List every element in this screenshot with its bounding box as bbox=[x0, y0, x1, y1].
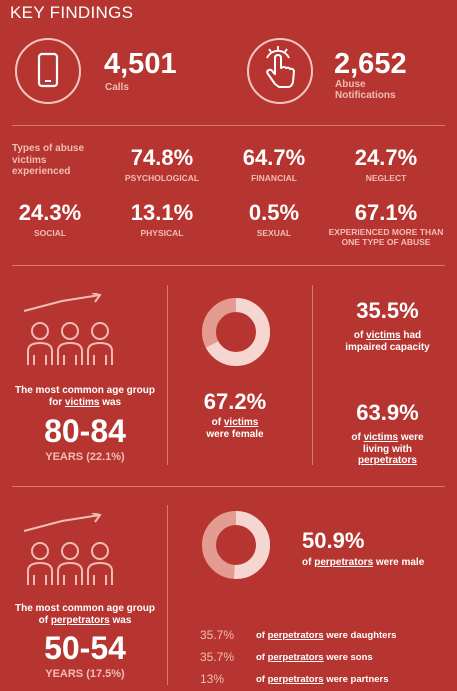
relations-list: 35.7% of perpetrators were daughters 35.… bbox=[200, 624, 450, 690]
perpetrators-link[interactable]: perpetrators bbox=[358, 455, 417, 466]
people-growth-icon bbox=[23, 293, 113, 365]
victims-female-text: of victims were female bbox=[206, 417, 264, 440]
perpetrators-link[interactable]: perpetrators bbox=[267, 673, 324, 685]
abuse-type-financial: 64.7% FINANCIAL bbox=[242, 145, 306, 183]
perpetrators-link[interactable]: perpetrators bbox=[314, 557, 374, 568]
notifications-value: 2,652 bbox=[334, 48, 407, 80]
victims-impaired-text: of victims had impaired capacity bbox=[345, 330, 430, 353]
phone-icon bbox=[37, 52, 59, 88]
divider-3 bbox=[12, 486, 445, 487]
victims-female-pct: 67.2% bbox=[203, 389, 267, 414]
victims-female-arc bbox=[202, 298, 270, 366]
perpetrators-male-pct: 50.9% bbox=[302, 528, 365, 553]
abuse-type-psychological: 74.8% PSYCHOLOGICAL bbox=[124, 145, 200, 183]
calls-value: 4,501 bbox=[104, 48, 177, 80]
divider-1 bbox=[12, 125, 445, 126]
calls-label: Calls bbox=[105, 82, 129, 93]
phone-icon-circle bbox=[15, 38, 81, 104]
perpetrators-male-arc bbox=[202, 511, 270, 579]
types-label: Types of abuse victims experienced bbox=[12, 143, 85, 177]
perpetrators-age-value: 50-54 bbox=[44, 630, 126, 666]
donut-chart-icon bbox=[202, 298, 270, 366]
touch-hand-icon bbox=[266, 46, 295, 88]
abuse-type-neglect: 24.7% NEGLECT bbox=[354, 145, 418, 183]
victims-link[interactable]: victims bbox=[363, 432, 399, 443]
abuse-type-multiple: 67.1% EXPERIENCED MORE THAN ONE TYPE OF … bbox=[328, 200, 444, 247]
people-growth-icon bbox=[23, 513, 113, 585]
perpetrators-age-sub: YEARS (17.5%) bbox=[45, 668, 125, 680]
victims-age-text: The most common age group for victims wa… bbox=[14, 385, 155, 408]
abuse-type-sexual: 0.5% SEXUAL bbox=[248, 200, 300, 238]
divider-v3 bbox=[167, 505, 168, 685]
touch-icon-circle bbox=[247, 38, 313, 104]
victims-age-sub: YEARS (22.1%) bbox=[45, 451, 125, 463]
victims-link[interactable]: victims bbox=[223, 417, 259, 428]
abuse-type-social: 24.3% SOCIAL bbox=[18, 200, 82, 238]
perpetrators-link[interactable]: perpetrators bbox=[50, 614, 110, 626]
perpetrators-age-text: The most common age group of perpetrator… bbox=[14, 603, 155, 626]
perpetrators-male-text: of perpetrators were male bbox=[302, 557, 425, 568]
divider-v2 bbox=[312, 285, 313, 465]
abuse-type-physical: 13.1% PHYSICAL bbox=[130, 200, 194, 238]
victims-impaired-pct: 35.5% bbox=[356, 298, 419, 323]
perpetrators-link[interactable]: perpetrators bbox=[267, 651, 324, 663]
divider-v1 bbox=[167, 285, 168, 465]
victims-link[interactable]: victims bbox=[366, 330, 401, 341]
list-item: 13% of perpetrators were partners bbox=[200, 672, 389, 686]
notifications-label: Abuse Notifications bbox=[335, 79, 396, 101]
divider-2 bbox=[12, 265, 445, 266]
victims-living-text: of victims were living with perpetrators bbox=[351, 432, 424, 466]
victims-link[interactable]: victims bbox=[64, 396, 100, 408]
list-item: 35.7% of perpetrators were daughters bbox=[200, 628, 397, 642]
perpetrators-link[interactable]: perpetrators bbox=[267, 629, 324, 641]
page-title: KEY FINDINGS bbox=[10, 3, 134, 22]
victims-living-pct: 63.9% bbox=[356, 400, 419, 425]
donut-chart-icon bbox=[202, 511, 270, 579]
list-item: 35.7% of perpetrators were sons bbox=[200, 650, 373, 664]
victims-age-value: 80-84 bbox=[44, 413, 126, 449]
